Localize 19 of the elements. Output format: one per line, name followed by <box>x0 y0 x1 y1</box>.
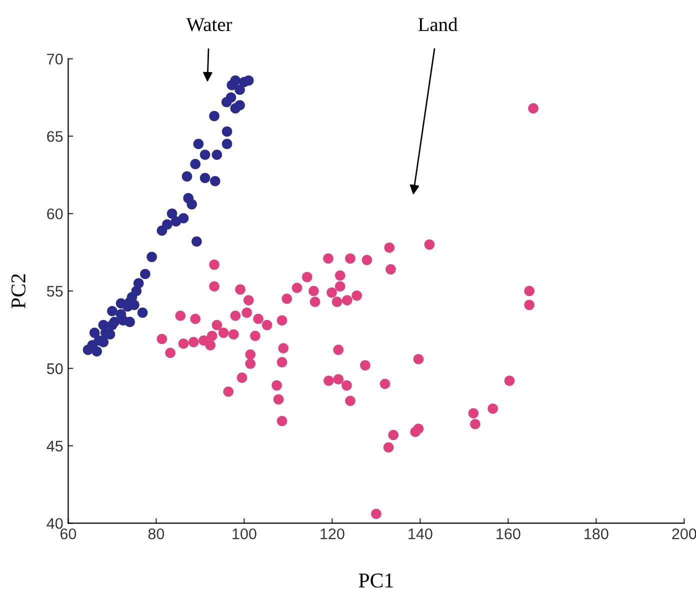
x-tick-label: 120 <box>320 528 344 540</box>
x-tick-label: 60 <box>60 528 76 540</box>
y-tick-label: 70 <box>47 54 63 64</box>
text: Land <box>418 17 458 32</box>
x-tick-label: 160 <box>496 528 520 540</box>
text: Water <box>186 18 232 32</box>
x-tick-label: 180 <box>584 528 608 540</box>
x-axis-title: PC1 <box>358 574 393 588</box>
y-tick-label: 65 <box>47 131 63 142</box>
y-tick-label: 40 <box>46 518 63 529</box>
x-tick-label: 140 <box>408 528 432 540</box>
y-tick-label: 50 <box>46 363 63 374</box>
x-tick-label: 200 <box>672 528 696 540</box>
x-tick-label: 80 <box>148 528 164 540</box>
y-tick-label: 60 <box>47 208 63 220</box>
x-tick-label: 100 <box>232 528 256 540</box>
y-tick-label: 45 <box>46 440 63 452</box>
y-tick-label: 55 <box>46 286 63 297</box>
y-axis-title: PC2 <box>11 274 26 308</box>
